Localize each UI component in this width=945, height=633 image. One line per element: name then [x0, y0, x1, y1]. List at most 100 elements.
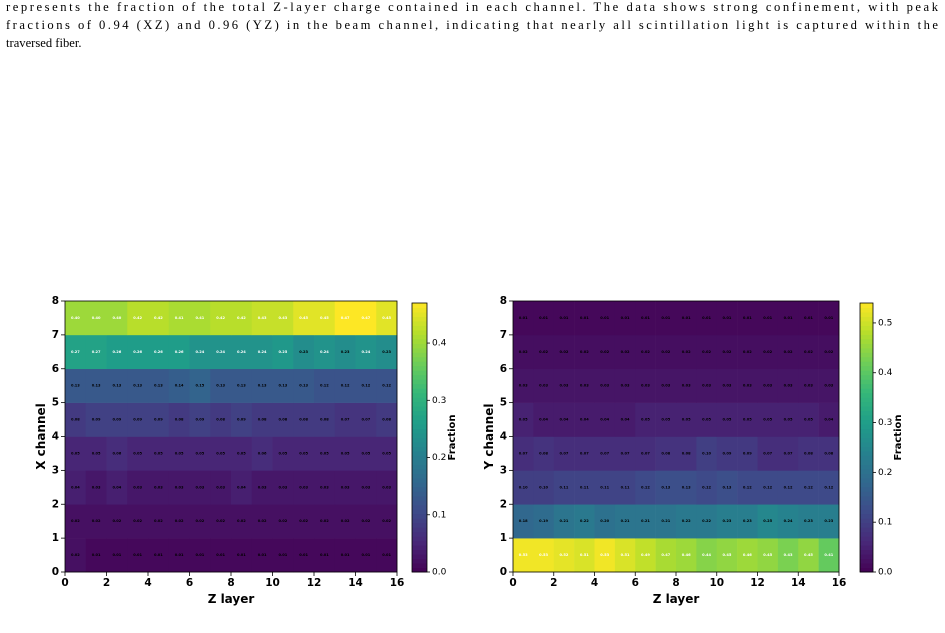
cell-label: 0.03 [175, 485, 184, 489]
heatmap-cell [106, 470, 128, 505]
cell-label: 0.02 [195, 519, 204, 523]
cell-label: 0.02 [320, 519, 329, 523]
cell-label: 0.01 [320, 553, 329, 557]
cell-label: 0.02 [519, 350, 528, 354]
cell-label: 0.45 [723, 553, 732, 557]
heatmap-cell [106, 402, 128, 437]
y-tick-label: 0 [500, 566, 507, 578]
cell-label: 0.04 [824, 418, 833, 422]
heatmap-cell [85, 301, 107, 336]
heatmap-cell [655, 368, 677, 403]
heatmap-cell [716, 334, 738, 370]
cell-label: 0.03 [804, 384, 813, 388]
heatmap-cell [655, 436, 677, 471]
colorbar-segment [412, 311, 427, 317]
heatmap-cell [314, 301, 336, 336]
colorbar-segment [860, 459, 873, 465]
heatmap-cell [594, 470, 616, 505]
cell-label: 0.24 [216, 350, 225, 354]
heatmap-cell [757, 301, 779, 336]
cell-label: 0.24 [784, 519, 793, 523]
x-tick-label: 6 [186, 577, 193, 589]
cell-label: 0.23 [723, 519, 732, 523]
cell-label: 0.12 [763, 485, 772, 489]
cell-label: 0.01 [154, 553, 163, 557]
cell-label: 0.13 [682, 485, 691, 489]
heatmap-cell [676, 538, 697, 573]
cell-label: 0.05 [341, 451, 350, 455]
heatmap-cell [655, 538, 677, 573]
colorbar-segment [412, 536, 427, 542]
colorbar-segment [412, 338, 427, 344]
heatmap-cell [635, 402, 656, 437]
colorbar-segment [860, 563, 873, 569]
cell-label: 0.07 [600, 451, 609, 455]
heatmap: 0.53 0.53 0.52 0.51 0.53 0.51 0.49 0.47 0.46 0.44… [482, 295, 904, 606]
heatmap-cell [210, 334, 232, 370]
cell-label: 0.03 [580, 384, 589, 388]
heatmap-cell [757, 368, 779, 403]
heatmap-cell [231, 334, 253, 370]
heatmap-cell [594, 538, 616, 573]
heatmap-cell [85, 504, 107, 539]
heatmap-cell [376, 436, 398, 471]
cell-label: 0.01 [258, 553, 267, 557]
cell-label: 0.13 [71, 384, 80, 388]
cell-label: 0.08 [258, 418, 267, 422]
heatmap-cell [85, 538, 107, 573]
heatmap-cell [293, 301, 315, 336]
colorbar-segment [412, 352, 427, 358]
heatmap-cell [355, 538, 377, 573]
heatmap-cell [189, 402, 211, 437]
heatmap-cell [696, 402, 718, 437]
cell-label: 0.05 [763, 418, 772, 422]
heatmap-cell [314, 470, 336, 505]
heatmap-cell [574, 504, 595, 539]
y-tick-label: 6 [500, 363, 507, 375]
colorbar-segment [860, 558, 873, 564]
colorbar-segment [860, 397, 873, 403]
heatmap-cell [85, 334, 107, 370]
heatmap-cell [293, 436, 315, 471]
heatmap-cell [293, 538, 315, 573]
colorbar-segment [412, 361, 427, 367]
heatmap-cell [210, 538, 232, 573]
colorbar-tick-label: 0.0 [878, 568, 893, 578]
cell-label: 0.12 [743, 485, 752, 489]
heatmap-cell [676, 402, 697, 437]
cell-label: 0.04 [539, 418, 548, 422]
heatmap-cell [231, 368, 253, 403]
paragraph-line: fractions of 0.94 (XZ) and 0.96 (YZ) in … [6, 18, 938, 32]
heatmap-cell [376, 402, 398, 437]
colorbar-segment [860, 433, 873, 438]
cell-label: 0.12 [382, 384, 391, 388]
colorbar-segment [860, 522, 873, 528]
cell-label: 0.23 [382, 350, 391, 354]
cell-label: 0.03 [661, 384, 670, 388]
colorbar-segment [860, 513, 873, 519]
colorbar-segment [412, 455, 427, 461]
cell-label: 0.05 [682, 418, 691, 422]
cell-label: 0.13 [661, 485, 670, 489]
colorbar-segment [412, 495, 427, 501]
colorbar-segment [860, 455, 873, 461]
colorbar-segment [860, 549, 873, 555]
cell-label: 0.05 [237, 451, 246, 455]
heatmap-cell [533, 368, 555, 403]
colorbar-segment [412, 563, 427, 569]
colorbar-segment [412, 383, 427, 389]
colorbar-segment [412, 334, 427, 340]
cell-label: 0.06 [112, 451, 121, 455]
cell-label: 0.08 [382, 418, 391, 422]
heatmap-cell [635, 504, 656, 539]
heatmap-cell [189, 470, 211, 505]
heatmap-cell [251, 402, 273, 437]
heatmap-cell [148, 301, 170, 336]
colorbar-tick-label: 0.4 [432, 339, 447, 349]
cell-label: 0.27 [71, 350, 80, 354]
colorbar-segment [412, 329, 427, 335]
heatmap-cell [574, 368, 595, 403]
colorbar-segment [412, 527, 427, 533]
cell-label: 0.02 [112, 519, 121, 523]
colorbar-segment [412, 410, 427, 416]
